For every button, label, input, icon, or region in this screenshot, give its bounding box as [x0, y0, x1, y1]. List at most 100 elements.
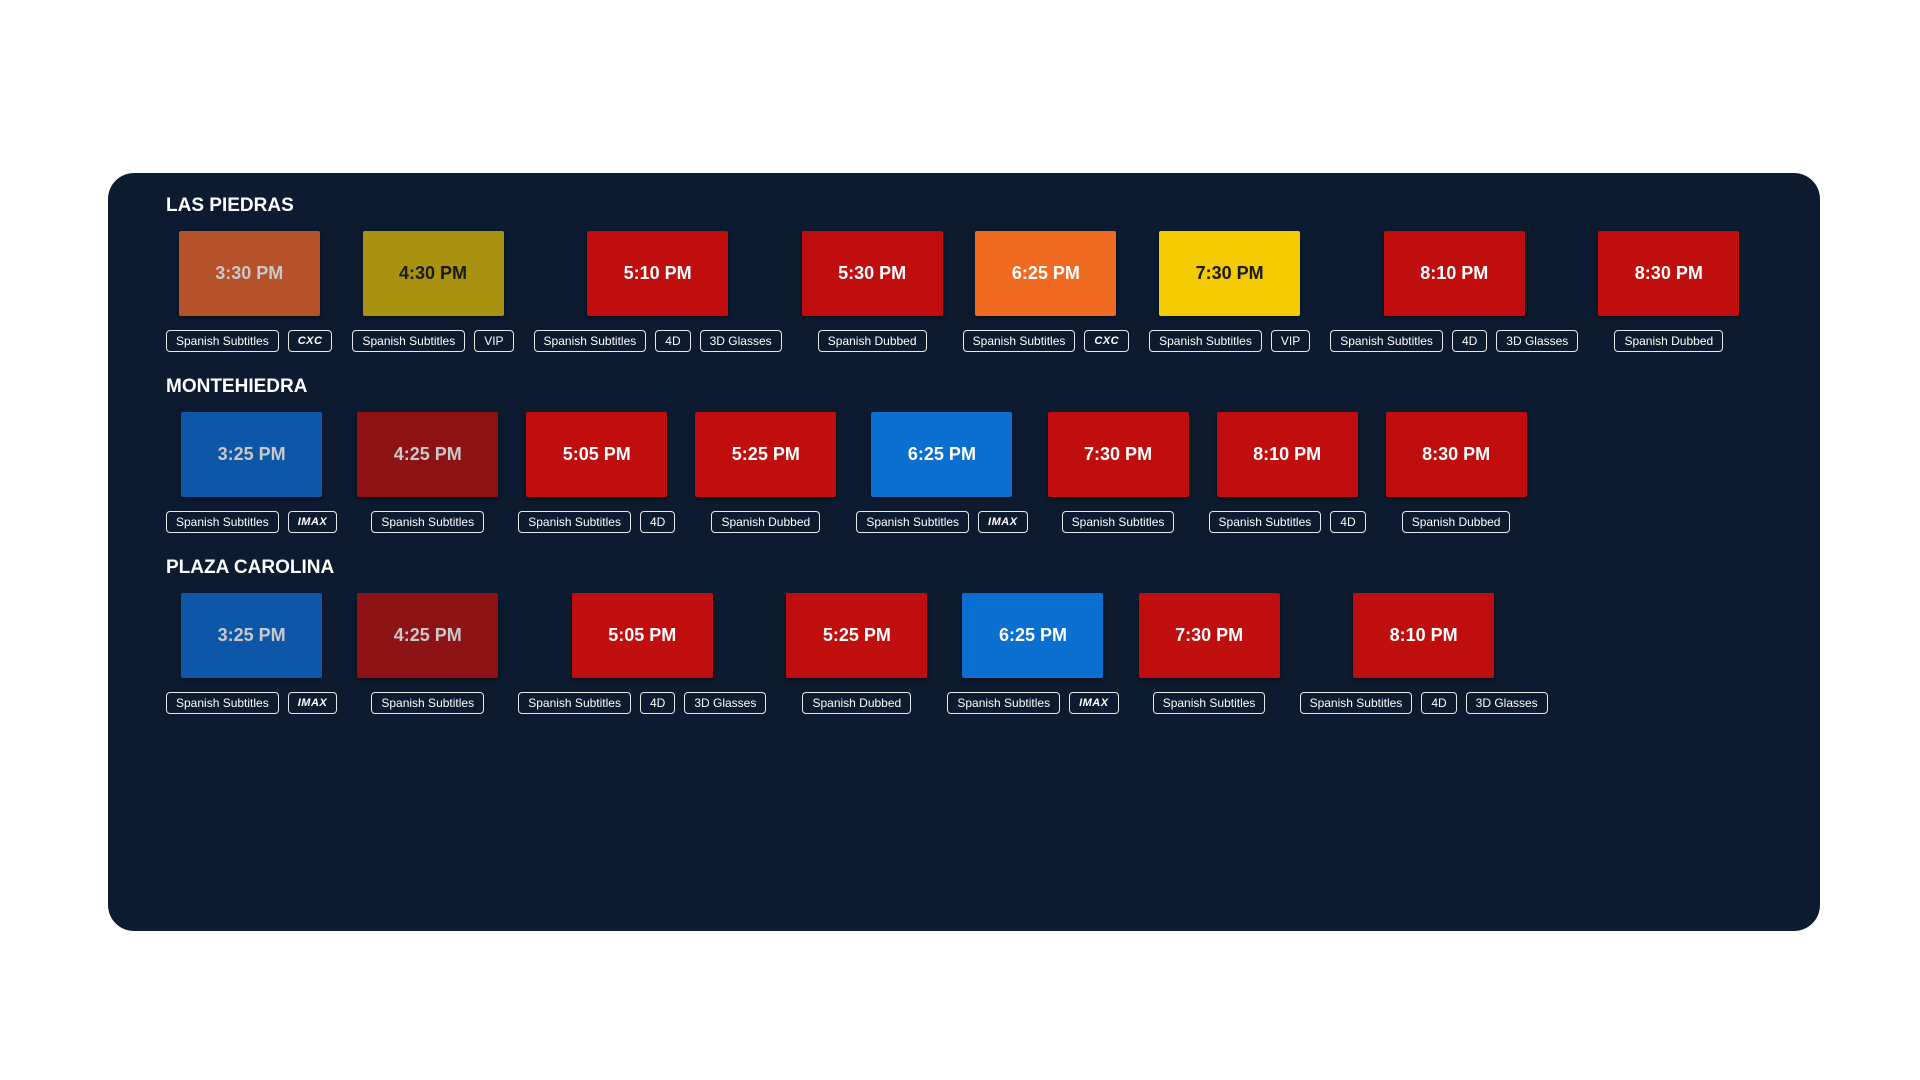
format-badges: Spanish Subtitles VIP [352, 330, 514, 352]
format-badge: Spanish Subtitles [1208, 511, 1322, 533]
format-badge: Spanish Subtitles [371, 692, 485, 714]
format-badge: Spanish Subtitles [518, 511, 631, 533]
format-badge: 4D [1451, 330, 1488, 352]
showtime-button[interactable]: 5:25 PM [695, 412, 837, 497]
format-badges: Spanish Subtitles IMAX [166, 511, 338, 533]
showtime-card: 8:30 PM Spanish Dubbed [1598, 231, 1740, 352]
showtime-card: 8:30 PM Spanish Dubbed [1385, 412, 1527, 533]
showtime-button[interactable]: 7:30 PM [1159, 231, 1301, 316]
format-badges: Spanish Subtitles 4D 3D Glasses [1330, 330, 1579, 352]
showtime-button[interactable]: 5:05 PM [526, 412, 668, 497]
format-badge: 3D Glasses [1465, 692, 1548, 714]
showtime-card: 5:25 PM Spanish Dubbed [786, 593, 928, 714]
theater-name: PLAZA CAROLINA [166, 557, 335, 578]
format-badge: Spanish Subtitles [1299, 692, 1413, 714]
showtime-button[interactable]: 8:10 PM [1353, 593, 1495, 678]
format-badge: 4D [1421, 692, 1457, 714]
format-badges: Spanish Dubbed [802, 692, 912, 714]
showtime-card: 3:25 PM Spanish Subtitles IMAX [166, 412, 338, 533]
format-badges: Spanish Subtitles [371, 511, 485, 533]
format-badge: Spanish Subtitles [856, 511, 970, 533]
format-badges: Spanish Subtitles 4D 3D Glasses [518, 692, 767, 714]
showtime-card: 8:10 PM Spanish Subtitles 4D 3D Glasses [1330, 231, 1579, 352]
format-badge: Spanish Dubbed [817, 330, 927, 352]
imax-logo-badge: IMAX [978, 511, 1028, 533]
showtime-button[interactable]: 8:10 PM [1383, 231, 1525, 316]
showtime-card: 4:25 PM Spanish Subtitles [357, 593, 499, 714]
format-badge: Spanish Subtitles [518, 692, 631, 714]
showtime-card: 5:05 PM Spanish Subtitles 4D [518, 412, 676, 533]
showtime-card: 6:25 PM Spanish Subtitles CXC [962, 231, 1130, 352]
format-badges: Spanish Subtitles 4D 3D Glasses [1299, 692, 1548, 714]
format-badge: Spanish Subtitles [962, 330, 1076, 352]
format-badge: Spanish Subtitles [947, 692, 1061, 714]
format-badges: Spanish Subtitles CXC [962, 330, 1130, 352]
format-badge: 4D [1330, 511, 1366, 533]
showtime-button[interactable]: 4:25 PM [357, 593, 499, 678]
showtime-button[interactable]: 5:30 PM [801, 231, 943, 316]
format-badge: Spanish Subtitles [1152, 692, 1266, 714]
showtime-list: 3:30 PM Spanish Subtitles CXC 4:30 PM Spanis… [166, 221, 1762, 352]
showtime-card: 8:10 PM Spanish Subtitles 4D [1208, 412, 1366, 533]
theater-name: MONTEHIEDRA [166, 376, 308, 397]
showtime-card: 7:30 PM Spanish Subtitles [1047, 412, 1189, 533]
showtime-button[interactable]: 5:10 PM [587, 231, 729, 316]
showtime-button[interactable]: 7:30 PM [1138, 593, 1280, 678]
format-badge: Spanish Subtitles [371, 511, 485, 533]
showtime-card: 6:25 PM Spanish Subtitles IMAX [856, 412, 1028, 533]
showtime-button[interactable]: 8:30 PM [1385, 412, 1527, 497]
showtime-button[interactable]: 8:10 PM [1216, 412, 1358, 497]
showtime-button[interactable]: 3:25 PM [181, 593, 323, 678]
showtime-button[interactable]: 5:25 PM [786, 593, 928, 678]
showtime-card: 5:05 PM Spanish Subtitles 4D 3D Glasses [518, 593, 767, 714]
format-badge: Spanish Subtitles [166, 692, 279, 714]
showtime-card: 6:25 PM Spanish Subtitles IMAX [947, 593, 1119, 714]
theater-section: LAS PIEDRAS 3:30 PM Spanish Subtitles CXC 4… [166, 191, 1762, 352]
format-badge: VIP [474, 330, 514, 352]
format-badge: 3D Glasses [699, 330, 782, 352]
showtime-button[interactable]: 5:05 PM [571, 593, 713, 678]
showtime-button[interactable]: 7:30 PM [1047, 412, 1189, 497]
format-badge: Spanish Subtitles [1149, 330, 1262, 352]
showtime-button[interactable]: 3:25 PM [181, 412, 323, 497]
showtime-button[interactable]: 8:30 PM [1598, 231, 1740, 316]
showtimes-panel: LAS PIEDRAS 3:30 PM Spanish Subtitles CXC 4… [108, 173, 1820, 931]
showtime-card: 4:30 PM Spanish Subtitles VIP [352, 231, 514, 352]
showtime-button[interactable]: 6:25 PM [871, 412, 1013, 497]
showtime-button[interactable]: 3:30 PM [178, 231, 320, 316]
format-badge: 4D [639, 692, 676, 714]
showtime-button[interactable]: 6:25 PM [975, 231, 1117, 316]
format-badges: Spanish Subtitles 4D [1208, 511, 1366, 533]
showtime-card: 3:30 PM Spanish Subtitles CXC [166, 231, 333, 352]
format-badges: Spanish Subtitles [371, 692, 485, 714]
showtime-card: 5:10 PM Spanish Subtitles 4D 3D Glasses [533, 231, 782, 352]
format-badge: 4D [655, 330, 691, 352]
showtime-button[interactable]: 6:25 PM [962, 593, 1104, 678]
format-badges: Spanish Dubbed [817, 330, 927, 352]
cxc-logo-badge: CXC [1084, 330, 1130, 352]
showtime-card: 3:25 PM Spanish Subtitles IMAX [166, 593, 338, 714]
format-badges: Spanish Subtitles [1061, 511, 1175, 533]
theater-section: MONTEHIEDRA 3:25 PM Spanish Subtitles IMAX… [166, 372, 1762, 533]
format-badge: Spanish Subtitles [533, 330, 647, 352]
format-badge: Spanish Subtitles [1330, 330, 1443, 352]
theater-section: PLAZA CAROLINA 3:25 PM Spanish Subtitles I… [166, 553, 1762, 714]
showtime-button[interactable]: 4:30 PM [362, 231, 504, 316]
showtime-button[interactable]: 4:25 PM [357, 412, 499, 497]
format-badges: Spanish Subtitles CXC [166, 330, 333, 352]
showtime-card: 7:30 PM Spanish Subtitles VIP [1149, 231, 1311, 352]
showtime-list: 3:25 PM Spanish Subtitles IMAX 4:25 PM Spani… [166, 402, 1762, 533]
showtime-list: 3:25 PM Spanish Subtitles IMAX 4:25 PM Spani… [166, 583, 1762, 714]
showtime-card: 8:10 PM Spanish Subtitles 4D 3D Glasses [1299, 593, 1548, 714]
showtime-card: 4:25 PM Spanish Subtitles [357, 412, 499, 533]
format-badges: Spanish Dubbed [711, 511, 821, 533]
format-badge: Spanish Dubbed [802, 692, 912, 714]
format-badge: Spanish Dubbed [1614, 330, 1724, 352]
format-badge: Spanish Subtitles [1061, 511, 1175, 533]
format-badges: Spanish Subtitles 4D 3D Glasses [533, 330, 782, 352]
format-badges: Spanish Subtitles IMAX [947, 692, 1119, 714]
format-badge: 3D Glasses [684, 692, 767, 714]
format-badges: Spanish Dubbed [1614, 330, 1724, 352]
theater-name: LAS PIEDRAS [166, 195, 294, 216]
format-badge: 4D [639, 511, 676, 533]
